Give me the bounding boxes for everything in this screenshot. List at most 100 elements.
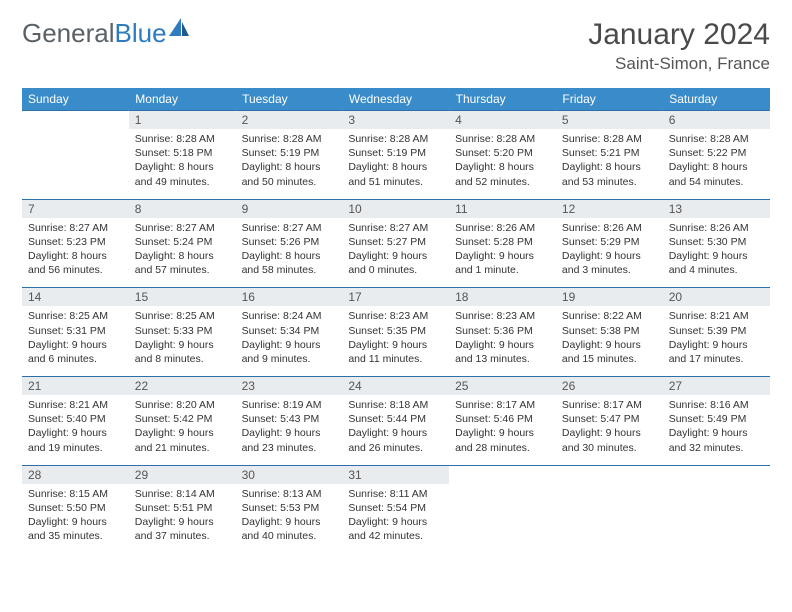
day-number: 10	[342, 199, 449, 218]
day-number-row: 78910111213	[22, 199, 770, 218]
day-info-row: Sunrise: 8:21 AMSunset: 5:40 PMDaylight:…	[22, 395, 770, 465]
daylight-text: and 17 minutes.	[669, 352, 764, 366]
sunset-text: Sunset: 5:28 PM	[455, 235, 550, 249]
day-number: 19	[556, 288, 663, 307]
daylight-text: and 0 minutes.	[348, 263, 443, 277]
day-info-row: Sunrise: 8:27 AMSunset: 5:23 PMDaylight:…	[22, 218, 770, 288]
daylight-text: and 32 minutes.	[669, 441, 764, 455]
day-number: 29	[129, 465, 236, 484]
daylight-text: Daylight: 9 hours	[562, 426, 657, 440]
sunset-text: Sunset: 5:40 PM	[28, 412, 123, 426]
weekday-header: Wednesday	[342, 88, 449, 111]
daylight-text: Daylight: 8 hours	[135, 249, 230, 263]
daylight-text: Daylight: 9 hours	[28, 426, 123, 440]
logo: GeneralBlue	[22, 18, 191, 49]
weekday-header: Monday	[129, 88, 236, 111]
daylight-text: and 42 minutes.	[348, 529, 443, 543]
daylight-text: Daylight: 9 hours	[455, 338, 550, 352]
daylight-text: Daylight: 8 hours	[135, 160, 230, 174]
day-number: 7	[22, 199, 129, 218]
day-number: 12	[556, 199, 663, 218]
weekday-header: Friday	[556, 88, 663, 111]
day-cell: Sunrise: 8:15 AMSunset: 5:50 PMDaylight:…	[22, 484, 129, 554]
daylight-text: Daylight: 8 hours	[562, 160, 657, 174]
sunrise-text: Sunrise: 8:24 AM	[242, 309, 337, 323]
day-number: 11	[449, 199, 556, 218]
daylight-text: Daylight: 9 hours	[455, 426, 550, 440]
sunset-text: Sunset: 5:31 PM	[28, 324, 123, 338]
day-number: 26	[556, 377, 663, 396]
daylight-text: and 40 minutes.	[242, 529, 337, 543]
day-cell	[556, 484, 663, 554]
sunrise-text: Sunrise: 8:28 AM	[242, 132, 337, 146]
day-number: 23	[236, 377, 343, 396]
daylight-text: and 21 minutes.	[135, 441, 230, 455]
sunset-text: Sunset: 5:21 PM	[562, 146, 657, 160]
sunrise-text: Sunrise: 8:27 AM	[242, 221, 337, 235]
day-number: 6	[663, 111, 770, 130]
day-cell: Sunrise: 8:24 AMSunset: 5:34 PMDaylight:…	[236, 306, 343, 376]
day-number: 5	[556, 111, 663, 130]
daylight-text: and 28 minutes.	[455, 441, 550, 455]
sunrise-text: Sunrise: 8:19 AM	[242, 398, 337, 412]
day-number	[556, 465, 663, 484]
sunrise-text: Sunrise: 8:15 AM	[28, 487, 123, 501]
sunrise-text: Sunrise: 8:28 AM	[455, 132, 550, 146]
day-number-row: 28293031	[22, 465, 770, 484]
weekday-header: Tuesday	[236, 88, 343, 111]
day-number: 14	[22, 288, 129, 307]
day-number: 8	[129, 199, 236, 218]
logo-text-2: Blue	[115, 18, 167, 48]
sunset-text: Sunset: 5:50 PM	[28, 501, 123, 515]
sunrise-text: Sunrise: 8:20 AM	[135, 398, 230, 412]
sunrise-text: Sunrise: 8:23 AM	[348, 309, 443, 323]
sunset-text: Sunset: 5:39 PM	[669, 324, 764, 338]
daylight-text: Daylight: 9 hours	[348, 338, 443, 352]
sunset-text: Sunset: 5:30 PM	[669, 235, 764, 249]
day-cell: Sunrise: 8:11 AMSunset: 5:54 PMDaylight:…	[342, 484, 449, 554]
sunrise-text: Sunrise: 8:21 AM	[28, 398, 123, 412]
day-cell: Sunrise: 8:28 AMSunset: 5:20 PMDaylight:…	[449, 129, 556, 199]
day-number	[22, 111, 129, 130]
sunset-text: Sunset: 5:19 PM	[242, 146, 337, 160]
daylight-text: and 51 minutes.	[348, 175, 443, 189]
day-number: 9	[236, 199, 343, 218]
sunrise-text: Sunrise: 8:18 AM	[348, 398, 443, 412]
weekday-header: Thursday	[449, 88, 556, 111]
day-cell: Sunrise: 8:28 AMSunset: 5:19 PMDaylight:…	[342, 129, 449, 199]
day-cell: Sunrise: 8:23 AMSunset: 5:35 PMDaylight:…	[342, 306, 449, 376]
weekday-header: Saturday	[663, 88, 770, 111]
day-number: 28	[22, 465, 129, 484]
daylight-text: Daylight: 9 hours	[669, 249, 764, 263]
daylight-text: Daylight: 9 hours	[669, 426, 764, 440]
daylight-text: and 52 minutes.	[455, 175, 550, 189]
sunset-text: Sunset: 5:18 PM	[135, 146, 230, 160]
sunset-text: Sunset: 5:47 PM	[562, 412, 657, 426]
day-number: 18	[449, 288, 556, 307]
daylight-text: Daylight: 9 hours	[28, 515, 123, 529]
sunrise-text: Sunrise: 8:27 AM	[28, 221, 123, 235]
day-number: 25	[449, 377, 556, 396]
day-cell: Sunrise: 8:26 AMSunset: 5:28 PMDaylight:…	[449, 218, 556, 288]
day-number: 17	[342, 288, 449, 307]
day-cell: Sunrise: 8:27 AMSunset: 5:24 PMDaylight:…	[129, 218, 236, 288]
daylight-text: and 6 minutes.	[28, 352, 123, 366]
day-cell: Sunrise: 8:25 AMSunset: 5:33 PMDaylight:…	[129, 306, 236, 376]
day-number: 1	[129, 111, 236, 130]
day-number	[449, 465, 556, 484]
day-number: 20	[663, 288, 770, 307]
daylight-text: and 53 minutes.	[562, 175, 657, 189]
sunrise-text: Sunrise: 8:21 AM	[669, 309, 764, 323]
day-cell: Sunrise: 8:27 AMSunset: 5:23 PMDaylight:…	[22, 218, 129, 288]
daylight-text: Daylight: 9 hours	[562, 249, 657, 263]
daylight-text: and 13 minutes.	[455, 352, 550, 366]
sunset-text: Sunset: 5:22 PM	[669, 146, 764, 160]
day-number: 31	[342, 465, 449, 484]
daylight-text: Daylight: 9 hours	[135, 426, 230, 440]
sunset-text: Sunset: 5:36 PM	[455, 324, 550, 338]
daylight-text: Daylight: 8 hours	[28, 249, 123, 263]
daylight-text: Daylight: 9 hours	[28, 338, 123, 352]
daylight-text: Daylight: 9 hours	[669, 338, 764, 352]
sunrise-text: Sunrise: 8:16 AM	[669, 398, 764, 412]
daylight-text: and 9 minutes.	[242, 352, 337, 366]
